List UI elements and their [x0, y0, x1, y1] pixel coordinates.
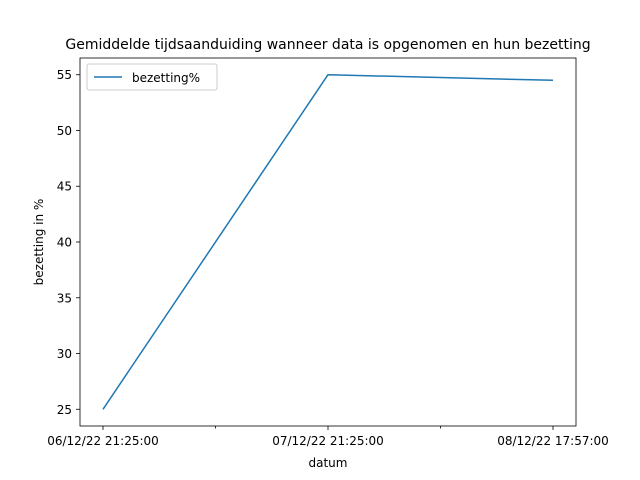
x-tick-label: 08/12/22 17:57:00	[497, 434, 609, 448]
plot-area: 25 30 35 40 45 50 55 06/12/22 21:25:00 07/12/22 …	[47, 57, 609, 448]
y-tick-label: 40	[57, 236, 72, 250]
chart-title: Gemiddelde tijdsaanduiding wanneer data …	[65, 37, 590, 53]
legend-entry: bezetting%	[132, 71, 200, 85]
y-tick-label: 50	[57, 124, 72, 138]
x-tick-label: 07/12/22 21:25:00	[272, 434, 384, 448]
axes-frame	[79, 57, 577, 427]
legend: bezetting%	[86, 63, 218, 91]
y-tick-label: 45	[57, 180, 72, 194]
legend-box	[86, 63, 218, 91]
y-tick-label: 35	[57, 291, 72, 305]
y-tick-label: 30	[57, 347, 72, 361]
y-axis-label: bezetting in %	[32, 199, 46, 286]
y-tick-label: 55	[57, 68, 72, 82]
x-tick-label: 06/12/22 21:25:00	[47, 434, 159, 448]
x-axis-label: datum	[309, 456, 348, 470]
y-tick-label: 25	[57, 403, 72, 417]
series-line-bezetting	[102, 73, 554, 410]
